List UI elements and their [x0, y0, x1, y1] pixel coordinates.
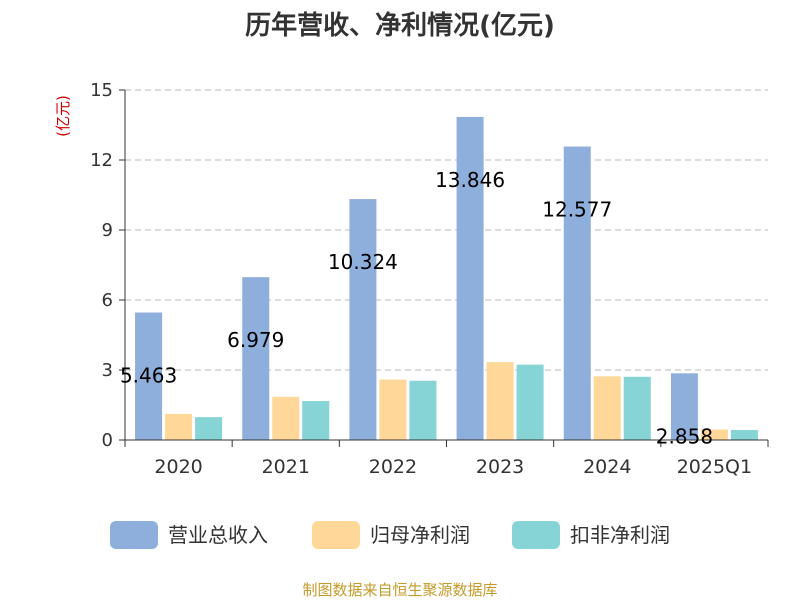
- y-tick-label: 12: [90, 150, 113, 171]
- bar-1-2023: [456, 116, 484, 440]
- x-tick-label: 2020: [154, 456, 202, 478]
- y-tick-label: 9: [102, 220, 113, 241]
- data-labels: 5.463 6.979 10.324 13.846 12.577 2.858: [120, 168, 713, 448]
- data-label: 12.577: [542, 198, 612, 222]
- chart-title: 历年营收、净利情况(亿元): [245, 10, 555, 41]
- legend-label: 归母净利润: [370, 523, 470, 547]
- x-tick-label: 2021: [262, 456, 310, 478]
- y-tick-label: 0: [102, 430, 113, 451]
- bar-1-2021: [242, 277, 270, 440]
- data-label: 6.979: [227, 328, 284, 352]
- x-tick-label: 2022: [369, 456, 417, 478]
- bars-group: [135, 116, 758, 440]
- bar-3-2025Q1: [730, 429, 758, 440]
- x-tick-label: 2023: [476, 456, 524, 478]
- x-tick-label: 2024: [583, 456, 631, 478]
- y-tick-label: 15: [90, 80, 113, 101]
- bar-2-2022: [379, 379, 407, 440]
- bar-2-2021: [272, 396, 300, 440]
- axes: 0 3 6 9 12 15 2020 2021 2022 2023 2024 2025Q1: [90, 80, 769, 478]
- legend: 营业总收入 归母净利润 扣非净利润: [110, 521, 670, 549]
- data-label: 2.858: [656, 424, 713, 448]
- bar-2-2020: [165, 413, 193, 440]
- data-label: 10.324: [328, 250, 398, 274]
- bar-2-2023: [486, 362, 514, 440]
- bar-3-2020: [195, 417, 223, 440]
- bar-1-2025Q1: [670, 373, 698, 440]
- bar-1-2024: [563, 146, 591, 440]
- data-label: 5.463: [120, 364, 177, 388]
- data-label: 13.846: [435, 168, 505, 192]
- bar-3-2022: [409, 380, 437, 440]
- y-tick-label: 6: [102, 290, 113, 311]
- legend-label: 扣非净利润: [570, 523, 670, 547]
- x-tick-label: 2025Q1: [677, 456, 752, 478]
- bar-3-2023: [516, 364, 544, 440]
- legend-swatch: [312, 521, 360, 549]
- bar-2-2025Q1: [700, 429, 728, 440]
- y-tick-label: 3: [102, 360, 113, 381]
- bar-1-2020: [135, 312, 163, 440]
- bar-1-2022: [349, 199, 377, 440]
- bar-2-2024: [593, 376, 621, 440]
- bar-3-2024: [623, 376, 651, 440]
- grid-lines: [125, 89, 768, 371]
- source-note: 制图数据来自恒生聚源数据库: [302, 581, 497, 599]
- bar-3-2021: [302, 401, 330, 440]
- legend-label: 营业总收入: [168, 523, 268, 547]
- y-axis-unit: (亿元): [54, 95, 72, 137]
- legend-swatch: [110, 521, 158, 549]
- legend-swatch: [512, 521, 560, 549]
